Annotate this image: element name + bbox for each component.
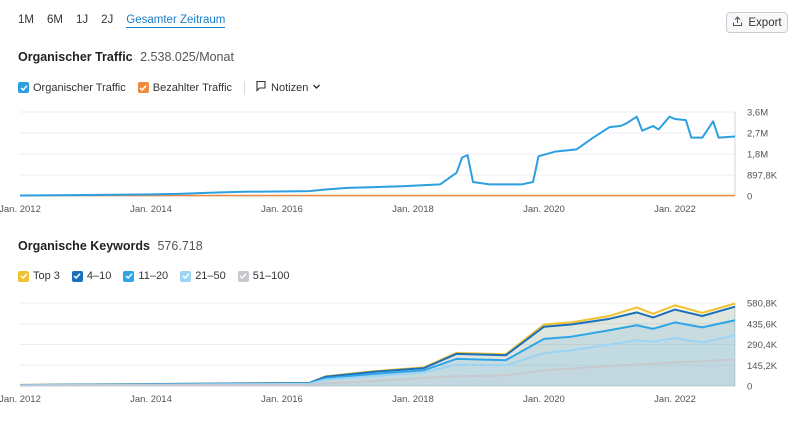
keywords-line-4–10 (19, 305, 736, 386)
keywords-value: 576.718 (157, 239, 203, 253)
legend-label: 21–50 (195, 270, 226, 282)
legend-21-50[interactable]: 21–50 (180, 270, 226, 282)
x-tick-label: Jan. 2018 (392, 204, 434, 215)
y-tick-label: 580,8K (747, 299, 778, 310)
legend-label: Top 3 (33, 270, 60, 282)
x-tick-label: Jan. 2012 (0, 394, 41, 405)
checkbox-checked-icon[interactable] (237, 270, 249, 282)
keywords-chart[interactable]: 580,8K 435,6K 290,4K 145,2K 0 Jan. 2012 Jan. 2… (0, 290, 800, 415)
legend-11-20[interactable]: 11–20 (123, 270, 168, 282)
legend-51-100[interactable]: 51–100 (237, 270, 290, 282)
y-tick-label: 435,6K (747, 319, 778, 330)
range-2y-button[interactable]: 2J (101, 14, 114, 26)
range-6m-button[interactable]: 6M (46, 14, 63, 26)
legend-label: 4–10 (86, 270, 112, 282)
checkbox-checked-icon[interactable] (123, 270, 135, 282)
keywords-heading: Organische Keywords 576.718 (18, 239, 203, 253)
y-tick-label: 0 (747, 382, 752, 393)
legend-top-3[interactable]: Top 3 (18, 270, 60, 282)
traffic-legend: Organischer Traffic Bezahlter Traffic No… (18, 80, 321, 95)
keywords-area-21–50 (20, 335, 735, 386)
date-range-selector: 1M 6M 1J 2J Gesamter Zeitraum (18, 14, 238, 28)
x-tick-label: Jan. 2018 (392, 394, 434, 405)
x-tick-label: Jan. 2014 (130, 204, 172, 215)
keywords-legend: Top 3 4–10 11–20 21–50 51–100 (18, 270, 302, 282)
legend-divider (244, 80, 246, 95)
checkbox-checked-icon[interactable] (180, 270, 192, 282)
legend-label: Bezahlter Traffic (152, 81, 233, 94)
traffic-heading: Organischer Traffic 2.538.025/Monat (18, 50, 234, 64)
legend-4-10[interactable]: 4–10 (71, 270, 112, 282)
x-tick-label: Jan. 2020 (523, 204, 565, 215)
notes-flag-icon (255, 80, 267, 95)
range-1y-button[interactable]: 1J (75, 14, 89, 26)
legend-label: 11–20 (138, 270, 169, 282)
x-tick-label: Jan. 2014 (130, 394, 172, 405)
x-tick-label: Jan. 2016 (261, 394, 303, 405)
organic-traffic-line (19, 115, 736, 197)
legend-paid-traffic[interactable]: Bezahlter Traffic (137, 81, 233, 94)
checkbox-checked-icon[interactable] (71, 270, 83, 282)
y-tick-label: 290,4K (747, 340, 778, 351)
x-tick-label: Jan. 2022 (654, 394, 696, 405)
legend-label: Organischer Traffic (33, 81, 126, 94)
range-1m-button[interactable]: 1M (18, 14, 34, 26)
y-tick-label: 145,2K (747, 361, 778, 372)
y-tick-label: 2,7M (747, 129, 768, 140)
export-icon (732, 15, 743, 30)
range-all-time-button[interactable]: Gesamter Zeitraum (126, 14, 226, 28)
keywords-line-11–20 (19, 319, 736, 387)
keywords-title: Organische Keywords (18, 239, 150, 253)
checkbox-checked-icon[interactable] (18, 270, 29, 282)
y-tick-label: 1,8M (747, 150, 768, 161)
x-tick-label: Jan. 2020 (523, 394, 565, 405)
traffic-chart[interactable]: 3,6M 2,7M 1,8M 897,8K 0 Jan. 2012 Jan. 2014 Jan… (0, 100, 800, 220)
traffic-value: 2.538.025/Monat (140, 50, 234, 64)
checkbox-checked-icon[interactable] (137, 82, 149, 93)
notes-dropdown[interactable]: Notizen (255, 80, 321, 95)
notes-label: Notizen (271, 81, 309, 94)
x-tick-label: Jan. 2016 (261, 204, 303, 215)
export-label: Export (748, 16, 782, 29)
y-tick-label: 897,8K (747, 171, 778, 182)
legend-organic-traffic[interactable]: Organischer Traffic (18, 82, 126, 94)
traffic-title: Organischer Traffic (18, 50, 133, 64)
keywords-area-51–100 (20, 359, 735, 386)
export-button[interactable]: Export (726, 12, 788, 33)
checkbox-checked-icon[interactable] (18, 82, 29, 93)
x-tick-label: Jan. 2012 (0, 204, 41, 215)
x-tick-label: Jan. 2022 (654, 204, 696, 215)
y-tick-label: 0 (747, 192, 752, 203)
y-tick-label: 3,6M (747, 108, 768, 119)
legend-label: 51–100 (252, 270, 290, 282)
chevron-down-icon (312, 82, 321, 94)
keywords-line-51–100 (19, 358, 736, 387)
keywords-line-21–50 (19, 334, 736, 387)
